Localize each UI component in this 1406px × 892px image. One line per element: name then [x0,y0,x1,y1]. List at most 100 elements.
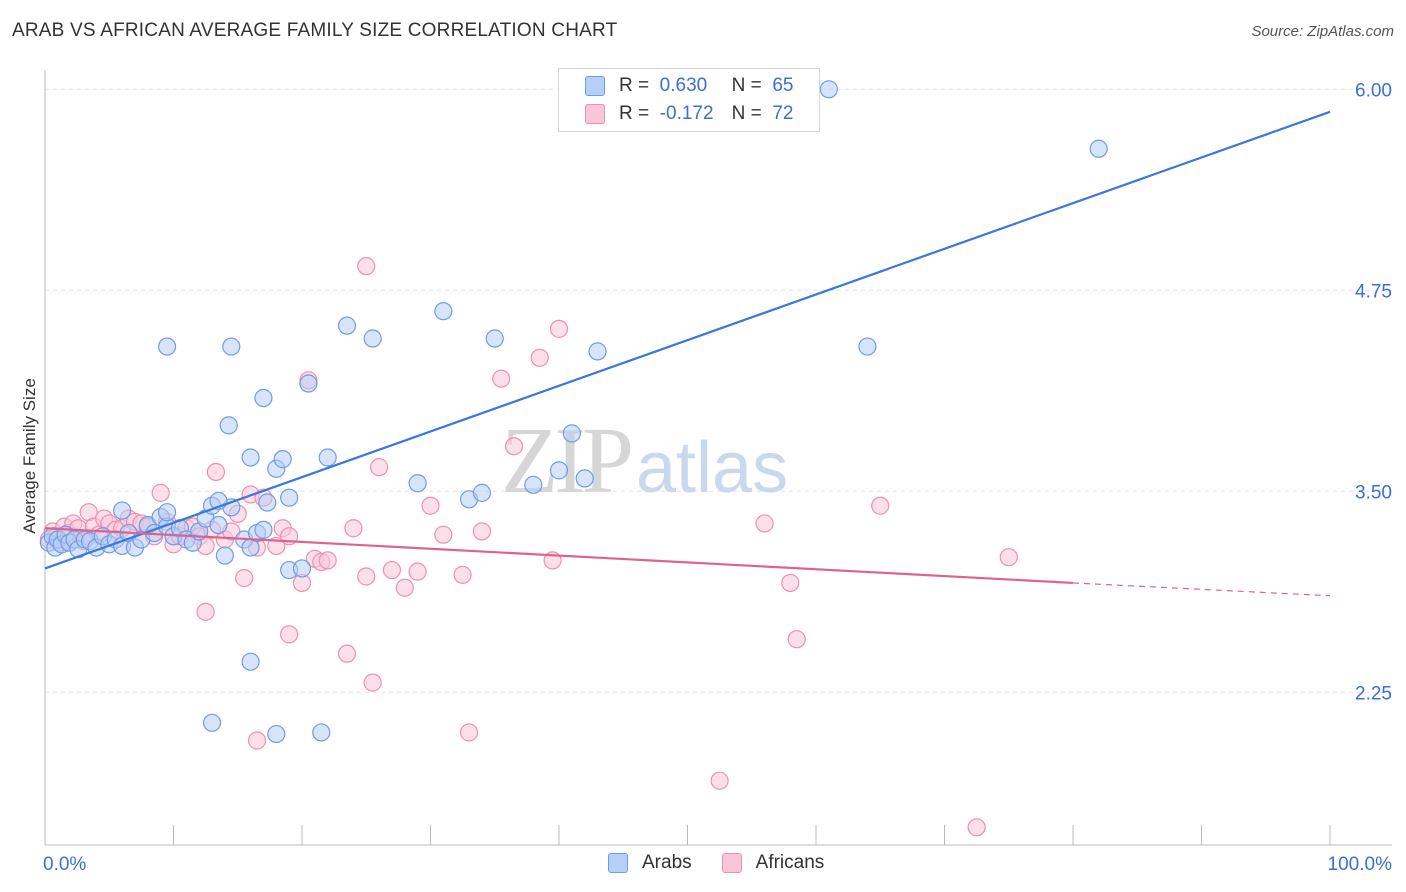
african-point [357,257,376,276]
african-point [999,548,1018,567]
arab-point [562,424,581,443]
arab-point [524,475,543,494]
arab-point [157,337,177,356]
arab-point [575,469,594,488]
african-trend-extension [1072,582,1331,597]
african-point [408,562,427,581]
african-point [247,731,267,750]
arab-point [549,461,569,480]
arab-point [222,337,241,356]
legend-item-africans: Africans [721,852,825,874]
arab-point [273,450,292,469]
arab-point [588,342,607,361]
arab-point [202,713,222,732]
legend-r-value: 0.630 [659,75,708,96]
legend-row-arabs: R = 0.630 N = 65 [585,73,793,99]
african-point [787,630,806,649]
arab-point [363,329,382,348]
trend-lines [44,110,1331,597]
african-point [370,458,389,477]
legend-item-arabs: Arabs [608,852,692,874]
arab-point [1089,139,1108,158]
y-tick-label: 2.25 [1355,683,1392,704]
legend-label-africans: Africans [755,852,825,873]
legend-n-label: N = [731,103,762,124]
arab-point [241,448,260,467]
bottom-legend: Arabs Africans [608,852,854,874]
arab-trend-line [44,110,1331,570]
source-label: Source: ZipAtlas.com [1251,23,1394,40]
arab-point [434,302,453,321]
legend-swatch-arabs [608,853,628,873]
african-point [357,567,376,586]
legend-r-label: R = [619,75,650,96]
legend-row-africans: R = -0.172 N = 72 [585,101,793,127]
arab-point [254,520,273,539]
arab-point [485,329,504,348]
legend-n-label: N = [731,75,762,96]
african-point [781,573,800,593]
arab-point [267,724,286,744]
african-point [530,348,549,367]
african-point [344,519,363,538]
african-point [472,522,491,541]
tick-labels: 2.25 3.50 4.75 6.00 0.0% 100.0% [43,80,1392,875]
arab-point [215,546,234,565]
axes [44,70,1392,846]
arab-point [312,723,331,742]
african-point [337,644,357,663]
african-point [967,818,986,837]
african-point [363,673,382,692]
gridlines [45,88,1392,693]
x-tick-label: 100.0% [1328,854,1393,875]
african-point [504,437,524,456]
african-point [434,525,453,544]
arab-point [299,374,318,393]
african-point [151,483,170,502]
african-point [421,496,440,515]
y-tick-label: 3.50 [1355,482,1392,503]
african-point [755,514,774,533]
african-point [382,560,402,580]
arab-point [254,388,273,408]
african-point [871,496,890,515]
legend-swatch-africans [721,853,742,873]
watermark-atlas: atlas [636,428,788,508]
african-point [453,565,472,584]
arab-point [209,515,228,535]
arab-point [337,316,357,335]
legend-r-value: -0.172 [659,103,714,124]
arab-point [258,493,277,512]
african-point [492,369,511,388]
arab-point [112,501,132,520]
arab-point [858,337,877,356]
chart-title: ARAB VS AFRICAN AVERAGE FAMILY SIZE CORR… [12,20,618,41]
african-point [196,602,215,621]
legend-r-label: R = [619,103,650,124]
correlation-legend: R = 0.630 N = 65 R = -0.172 N = 72 [558,68,820,132]
legend-swatch-africans [585,104,605,124]
arab-point [472,483,491,502]
arab-point [241,652,260,671]
arab-point [157,503,177,522]
legend-n-value: 72 [772,103,794,124]
african-point [459,723,479,742]
african-point [235,568,254,588]
arab-point [408,474,427,493]
y-tick-label: 4.75 [1355,281,1392,302]
legend-swatch-arabs [585,76,605,96]
watermark-zip: ZIP [501,409,631,513]
arab-point [292,559,312,578]
african-trend-line [44,527,1074,585]
y-tick-label: 6.00 [1355,80,1392,101]
african-point [549,319,569,338]
african-point [206,462,226,482]
african-point [280,625,299,644]
legend-label-arabs: Arabs [642,852,692,873]
african-point [710,771,729,790]
x-tick-label: 0.0% [43,854,86,875]
african-point [395,578,414,597]
african-point [318,551,337,570]
arab-point [819,80,838,99]
